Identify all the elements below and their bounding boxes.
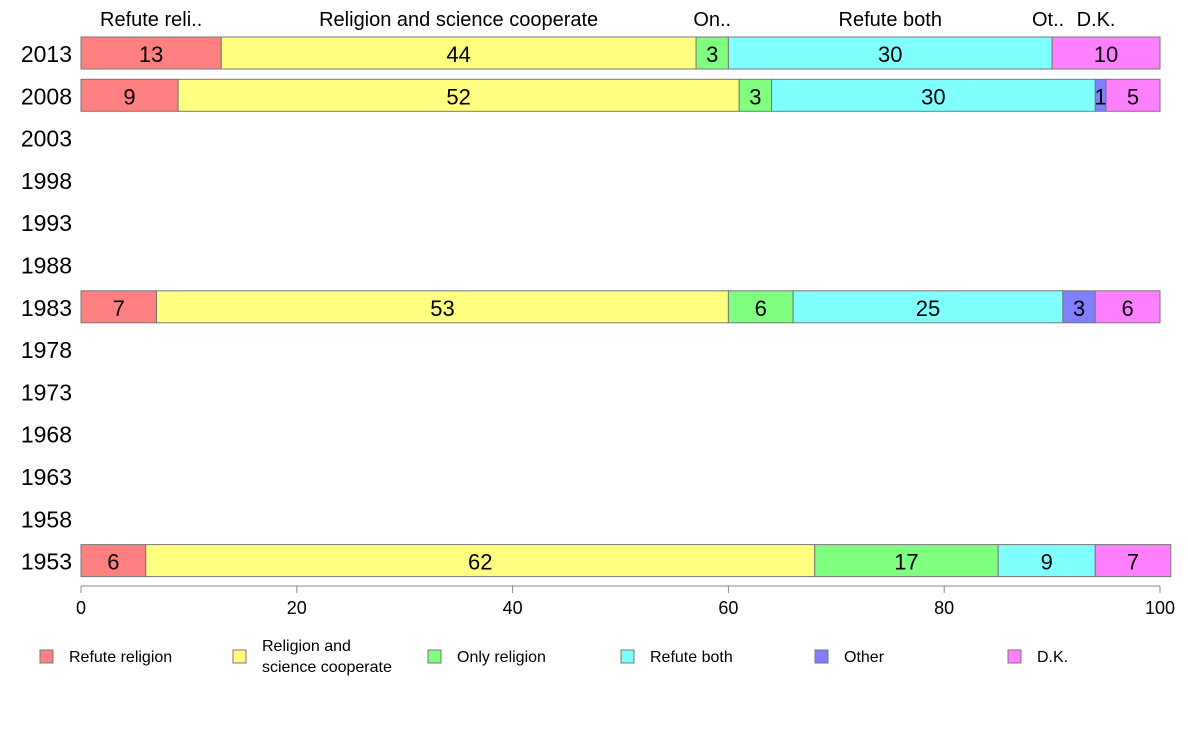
data-label: 5 (1127, 84, 1139, 109)
series-top-label: Refute both (839, 9, 942, 31)
year-label: 1983 (21, 295, 72, 321)
data-label: 44 (446, 42, 470, 67)
series-top-label: Refute reli.. (100, 9, 202, 31)
bar-segment (80, 78, 179, 112)
x-tick-label: 20 (287, 598, 307, 618)
bar-segment (1094, 290, 1161, 324)
data-label: 6 (755, 296, 767, 321)
legend-swatch (39, 649, 54, 664)
year-label: 1978 (21, 337, 72, 363)
bar-segment (1051, 36, 1161, 70)
legend-swatch (1007, 649, 1022, 664)
legend-label: Refute religion (69, 649, 172, 666)
x-tick-label: 60 (718, 598, 738, 618)
series-top-label: On.. (693, 9, 731, 31)
data-label: 62 (468, 550, 492, 575)
data-label: 7 (1127, 550, 1139, 575)
data-label: 13 (139, 42, 163, 67)
bar-segment (1062, 290, 1096, 324)
legend-swatch (620, 649, 635, 664)
legend-swatch (814, 649, 829, 664)
year-label: 1953 (21, 549, 72, 575)
data-label: 53 (430, 296, 454, 321)
data-label: 30 (878, 42, 902, 67)
legend-label: Refute both (650, 649, 733, 666)
year-label: 1968 (21, 422, 72, 448)
data-label: 3 (749, 84, 761, 109)
year-label: 1963 (21, 464, 72, 490)
legend-label: Religion and (262, 638, 351, 655)
data-label: 6 (1122, 296, 1134, 321)
bar-segment (792, 290, 1064, 324)
bar-segment (145, 544, 816, 578)
bar-segment (727, 290, 794, 324)
bar-segment (156, 290, 729, 324)
x-tick-label: 40 (503, 598, 523, 618)
series-top-label: D.K. (1077, 9, 1116, 31)
data-label: 10 (1094, 42, 1118, 67)
legend-label: Only religion (457, 649, 546, 666)
bar-segment (80, 36, 222, 70)
year-label: 1973 (21, 379, 72, 405)
data-label: 1 (1095, 84, 1107, 109)
bar-segment (1105, 78, 1161, 112)
data-label: 9 (123, 84, 135, 109)
bar-segment (177, 78, 740, 112)
bar-segment (771, 78, 1096, 112)
data-label: 9 (1041, 550, 1053, 575)
data-label: 25 (916, 296, 940, 321)
year-label: 2003 (21, 126, 72, 152)
data-label: 52 (446, 84, 470, 109)
bar-segment (695, 36, 729, 70)
legend-swatch (427, 649, 442, 664)
legend-label: D.K. (1037, 649, 1068, 666)
bar-segment (814, 544, 999, 578)
data-label: 30 (921, 84, 945, 109)
year-label: 1988 (21, 253, 72, 279)
year-label: 2013 (21, 41, 72, 67)
year-label: 1958 (21, 506, 72, 532)
bar-segment (738, 78, 773, 112)
bar-segment (220, 36, 697, 70)
bar-segment (1094, 544, 1172, 578)
year-label: 1993 (21, 210, 72, 236)
year-label: 2008 (21, 83, 72, 109)
data-label: 3 (1073, 296, 1085, 321)
legend-swatch (232, 649, 247, 664)
data-label: 6 (107, 550, 119, 575)
series-top-label: Ot.. (1032, 9, 1064, 31)
x-tick-label: 80 (934, 598, 954, 618)
data-label: 3 (706, 42, 718, 67)
data-label: 7 (113, 296, 125, 321)
year-label: 1998 (21, 168, 72, 194)
bar-segment (80, 290, 158, 324)
x-tick-label: 100 (1145, 598, 1175, 618)
series-top-label: Religion and science cooperate (319, 9, 598, 31)
legend-label: Other (844, 649, 885, 666)
x-tick-label: 0 (76, 598, 86, 618)
legend-label: science cooperate (262, 659, 392, 676)
data-label: 17 (894, 550, 918, 575)
